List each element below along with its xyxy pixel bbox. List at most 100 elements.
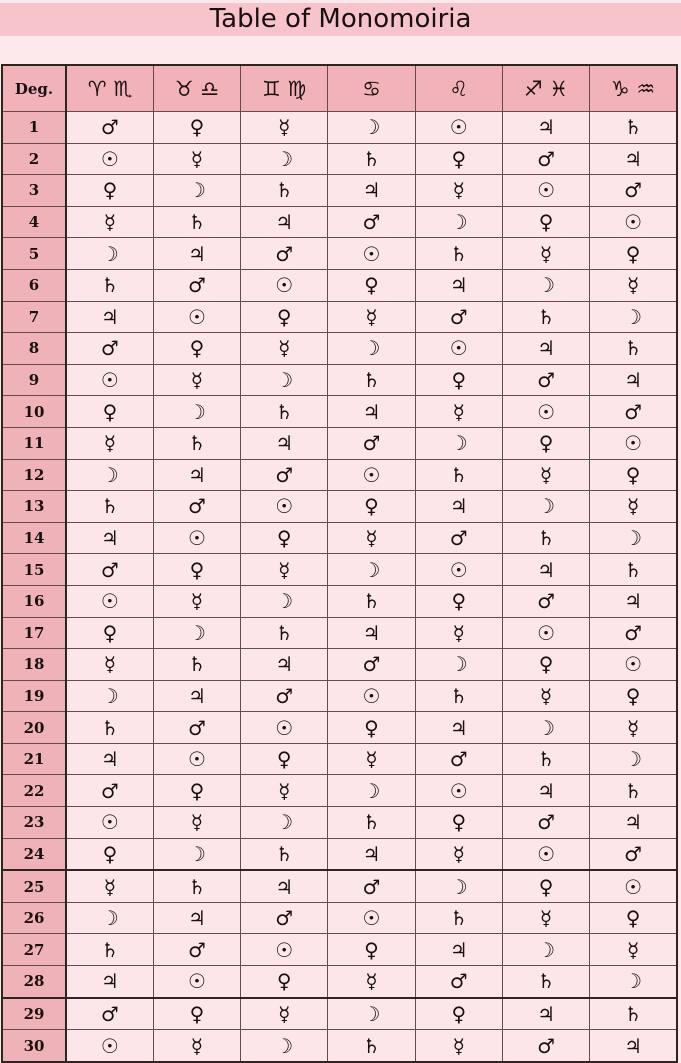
degree-cell: 16	[1, 584, 67, 618]
planet-symbol-cell: ☽	[240, 363, 329, 397]
table-row: 5 ☽ ♃ ♂ ☉ ♄ ☿ ♀	[1, 237, 678, 270]
planet-symbol-cell: ☽	[65, 901, 154, 935]
degree-cell: 3	[1, 174, 67, 207]
planet-symbol-cell: ☉	[327, 237, 416, 270]
planet-symbol-cell: ☽	[501, 933, 591, 967]
planet-symbol-cell: ☉	[152, 521, 242, 555]
table-row: 12 ☽ ♃ ♂ ☉ ♄ ☿ ♀	[1, 458, 678, 492]
planet-symbol-cell: ♂	[501, 363, 591, 397]
table-body: 1 ♂ ♀ ☿ ☽ ☉ ♃ ♄ 2 ☉ ☿ ☽ ♄ ♀ ♂ ♃ 3 ♀ ☽ ♄ ♃ ☿ ☉ ♂ 4 ☿ ♄ ♃ ♂ ☽ ♀ ☉ 5 ☽ ♃ ♂ ☉ ♄ ☿ ♀…	[1, 111, 678, 1063]
planet-symbol-cell: ♀	[589, 679, 678, 713]
planet-symbol-cell: ☽	[152, 837, 242, 871]
degree-cell: 12	[1, 458, 67, 492]
planet-symbol-cell: ♂	[327, 426, 416, 460]
planet-symbol-cell: ♃	[240, 426, 329, 460]
table-row: 17 ♀ ☽ ♄ ♃ ☿ ☉ ♂	[1, 616, 678, 650]
planet-symbol-cell: ☉	[414, 774, 503, 808]
planet-symbol-cell: ♃	[589, 806, 678, 839]
planet-symbol-cell: ☿	[327, 965, 416, 999]
planet-symbol-cell: ♀	[240, 742, 329, 776]
planet-symbol-cell: ☿	[152, 142, 242, 176]
planet-symbol-cell: ☉	[589, 648, 678, 681]
degree-cell: 10	[1, 395, 67, 428]
planet-symbol-cell: ♃	[414, 711, 503, 744]
table-row: 26 ☽ ♃ ♂ ☉ ♄ ☿ ♀	[1, 901, 678, 935]
planet-symbol-cell: ♂	[414, 521, 503, 555]
column-header-signs: ♊ ♍	[240, 64, 329, 112]
planet-symbol-cell: ♀	[240, 521, 329, 555]
degree-cell: 9	[1, 363, 67, 397]
planet-symbol-cell: ☿	[589, 268, 678, 302]
planet-symbol-cell: ☉	[240, 490, 329, 523]
planet-symbol-cell: ♂	[152, 268, 242, 302]
planet-symbol-cell: ♂	[589, 395, 678, 428]
planet-symbol-cell: ☉	[501, 837, 591, 871]
planet-symbol-cell: ♂	[65, 774, 154, 808]
planet-symbol-cell: ♀	[501, 869, 591, 903]
planet-symbol-cell: ☿	[414, 174, 503, 207]
planet-symbol-cell: ♂	[327, 205, 416, 239]
planet-symbol-cell: ☽	[501, 268, 591, 302]
planet-symbol-cell: ♄	[327, 584, 416, 618]
planet-symbol-cell: ♄	[65, 711, 154, 744]
planet-symbol-cell: ♄	[152, 426, 242, 460]
planet-symbol-cell: ♄	[589, 774, 678, 808]
planet-symbol-cell: ☿	[65, 205, 154, 239]
planet-symbol-cell: ☿	[414, 395, 503, 428]
planet-symbol-cell: ♀	[240, 965, 329, 999]
planet-symbol-cell: ♄	[589, 332, 678, 365]
degree-cell: 22	[1, 774, 67, 808]
planet-symbol-cell: ♀	[414, 806, 503, 839]
planet-symbol-cell: ♀	[589, 237, 678, 270]
planet-symbol-cell: ♀	[327, 711, 416, 744]
planet-symbol-cell: ♄	[414, 458, 503, 492]
table-row: 21 ♃ ☉ ♀ ☿ ♂ ♄ ☽	[1, 742, 678, 776]
planet-symbol-cell: ♀	[152, 774, 242, 808]
planet-symbol-cell: ♀	[327, 490, 416, 523]
planet-symbol-cell: ☽	[240, 584, 329, 618]
planet-symbol-cell: ☿	[65, 426, 154, 460]
planet-symbol-cell: ♃	[589, 584, 678, 618]
table-row: 6 ♄ ♂ ☉ ♀ ♃ ☽ ☿	[1, 268, 678, 302]
planet-symbol-cell: ♀	[152, 332, 242, 365]
planet-symbol-cell: ☉	[65, 806, 154, 839]
planet-symbol-cell: ☿	[589, 490, 678, 523]
planet-symbol-cell: ☿	[327, 300, 416, 334]
planet-symbol-cell: ☿	[240, 332, 329, 365]
column-header-signs: ♐ ♓	[501, 64, 591, 112]
planet-symbol-cell: ♀	[327, 933, 416, 967]
table-row: 29 ♂ ♀ ☿ ☽ ♀ ♃ ♄	[1, 996, 678, 1031]
planet-symbol-cell: ♄	[414, 679, 503, 713]
planet-symbol-cell: ♀	[414, 584, 503, 618]
planet-symbol-cell: ♃	[589, 1029, 678, 1063]
planet-symbol-cell: ☉	[240, 711, 329, 744]
planet-symbol-cell: ♄	[589, 553, 678, 586]
planet-symbol-cell: ☿	[501, 901, 591, 935]
planet-symbol-cell: ♃	[501, 332, 591, 365]
planet-symbol-cell: ♀	[414, 363, 503, 397]
column-header-degree: Deg.	[1, 64, 67, 112]
planet-symbol-cell: ☿	[152, 806, 242, 839]
planet-symbol-cell: ☽	[589, 521, 678, 555]
planet-symbol-cell: ☽	[501, 490, 591, 523]
planet-symbol-cell: ☉	[501, 395, 591, 428]
planet-symbol-cell: ♄	[501, 742, 591, 776]
planet-symbol-cell: ♂	[589, 837, 678, 871]
planet-symbol-cell: ♄	[240, 837, 329, 871]
planet-symbol-cell: ♂	[240, 458, 329, 492]
planet-symbol-cell: ♃	[152, 458, 242, 492]
planet-symbol-cell: ♀	[240, 300, 329, 334]
table-row: 3 ♀ ☽ ♄ ♃ ☿ ☉ ♂	[1, 174, 678, 207]
planet-symbol-cell: ☽	[65, 237, 154, 270]
planet-symbol-cell: ☉	[327, 901, 416, 935]
planet-symbol-cell: ☿	[501, 237, 591, 270]
planet-symbol-cell: ♀	[65, 174, 154, 207]
planet-symbol-cell: ♂	[501, 584, 591, 618]
planet-symbol-cell: ☽	[152, 174, 242, 207]
table-row: 30 ☉ ☿ ☽ ♄ ☿ ♂ ♃	[1, 1029, 678, 1063]
planet-symbol-cell: ☉	[65, 363, 154, 397]
planet-symbol-cell: ♀	[152, 111, 242, 144]
planet-symbol-cell: ☽	[327, 332, 416, 365]
planet-symbol-cell: ♂	[65, 996, 154, 1031]
planet-symbol-cell: ♃	[589, 142, 678, 176]
